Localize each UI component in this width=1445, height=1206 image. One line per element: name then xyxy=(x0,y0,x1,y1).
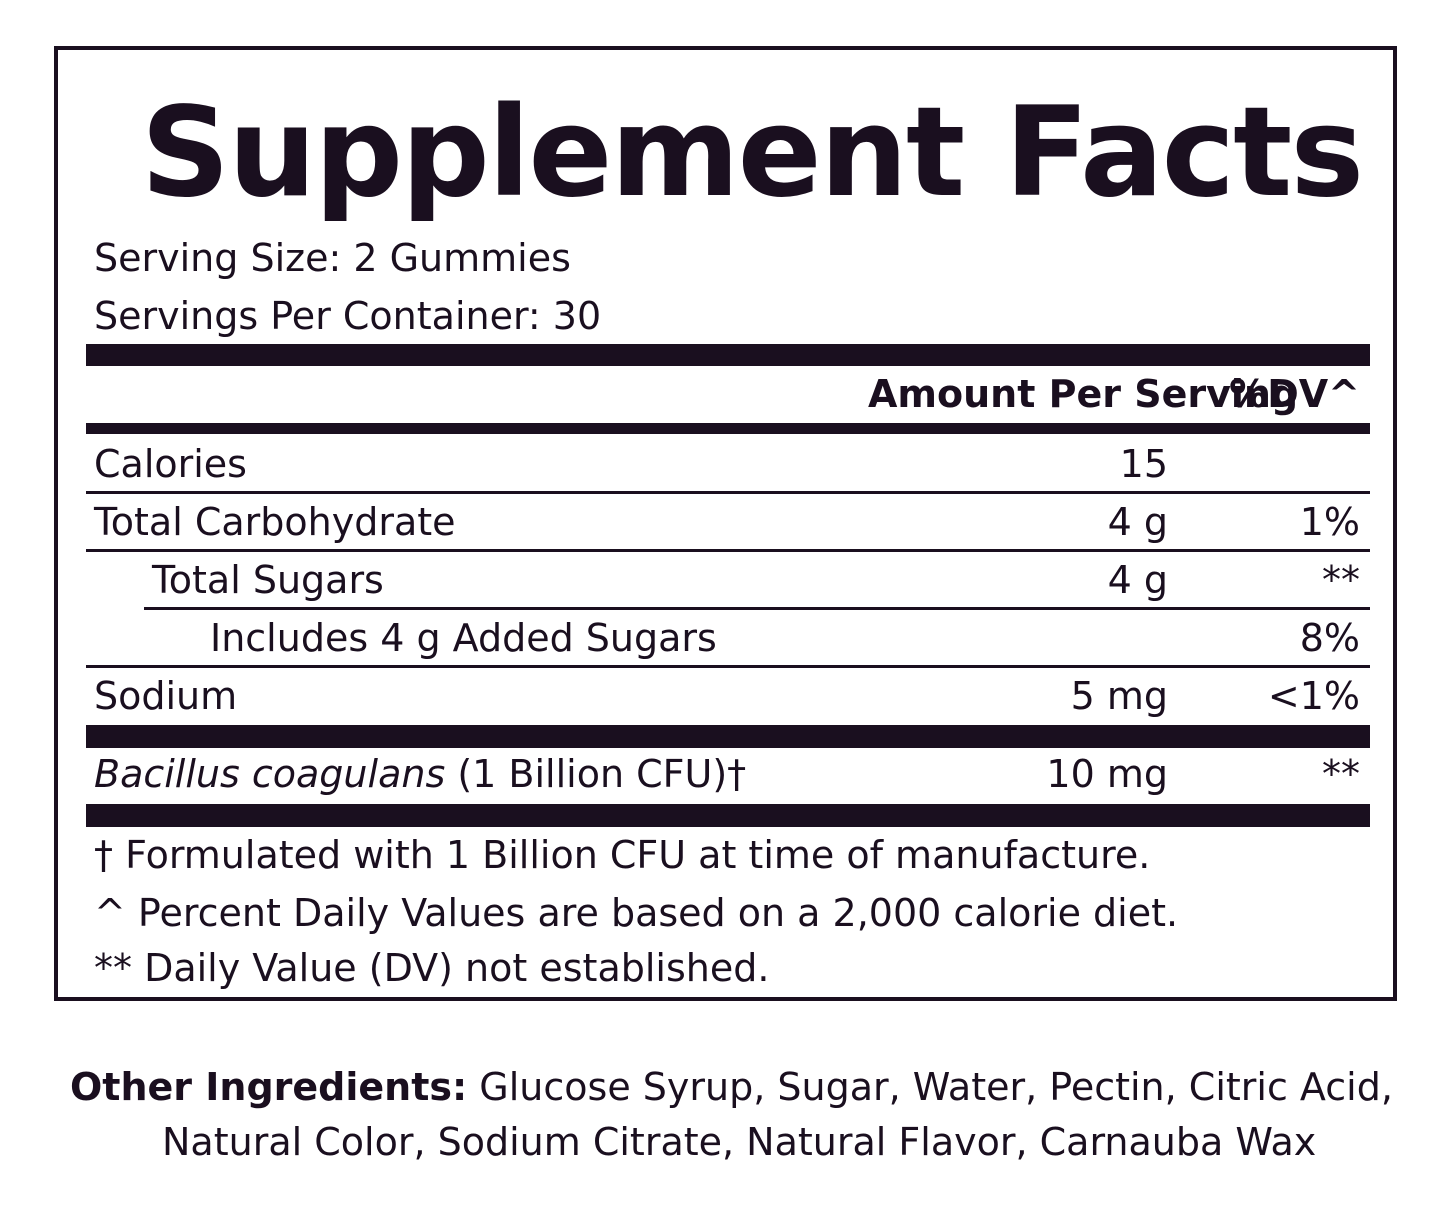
row-divider xyxy=(144,607,1370,610)
other-ingredients: Other Ingredients: Glucose Syrup, Sugar,… xyxy=(70,1060,1400,1170)
thick-divider xyxy=(86,725,1370,748)
row-name: Includes 4 g Added Sugars xyxy=(210,616,717,660)
probiotic-row: Bacillus coagulans (1 Billion CFU)† xyxy=(94,750,746,798)
footnote-not-established: ** Daily Value (DV) not established. xyxy=(94,946,770,990)
panel-title: Supplement Facts xyxy=(140,81,1364,225)
other-ingredients-line1: Glucose Syrup, Sugar, Water, Pectin, Cit… xyxy=(479,1065,1393,1109)
row-amount: 15 xyxy=(1119,442,1168,486)
thick-divider xyxy=(86,344,1370,366)
row-dv: 1% xyxy=(1299,500,1360,544)
row-dv: <1% xyxy=(1267,674,1360,718)
supplement-facts-panel: Supplement Facts Serving Size: 2 Gummies… xyxy=(54,46,1397,1001)
row-divider xyxy=(86,549,1370,552)
row-amount: 4 g xyxy=(1107,500,1168,544)
probiotic-dv: ** xyxy=(1322,752,1360,796)
row-amount: 5 mg xyxy=(1070,674,1168,718)
footnote-dv: ^ Percent Daily Values are based on a 2,… xyxy=(94,891,1179,935)
row-dv: ** xyxy=(1322,558,1360,602)
row-name: Sodium xyxy=(94,674,238,718)
row-name: Calories xyxy=(94,442,247,486)
serving-size: Serving Size: 2 Gummies xyxy=(94,236,571,280)
thick-divider xyxy=(86,804,1370,827)
row-dv: 8% xyxy=(1299,616,1360,660)
footnote-dagger: † Formulated with 1 Billion CFU at time … xyxy=(94,833,1151,877)
probiotic-detail: (1 Billion CFU)† xyxy=(457,752,747,796)
probiotic-amount: 10 mg xyxy=(1046,752,1168,796)
row-name: Total Carbohydrate xyxy=(94,500,456,544)
servings-per-container: Servings Per Container: 30 xyxy=(94,294,602,338)
row-divider xyxy=(86,665,1370,668)
probiotic-name: Bacillus coagulans xyxy=(94,752,446,796)
header-amount: Amount Per Serving xyxy=(868,372,1299,416)
header-dv: %DV^ xyxy=(1229,372,1360,416)
other-ingredients-line2: Natural Color, Sodium Citrate, Natural F… xyxy=(162,1120,1317,1164)
row-name: Total Sugars xyxy=(152,558,384,602)
row-amount: 4 g xyxy=(1107,558,1168,602)
medium-divider xyxy=(86,423,1370,434)
other-ingredients-label: Other Ingredients: xyxy=(70,1065,468,1109)
row-divider xyxy=(86,491,1370,494)
